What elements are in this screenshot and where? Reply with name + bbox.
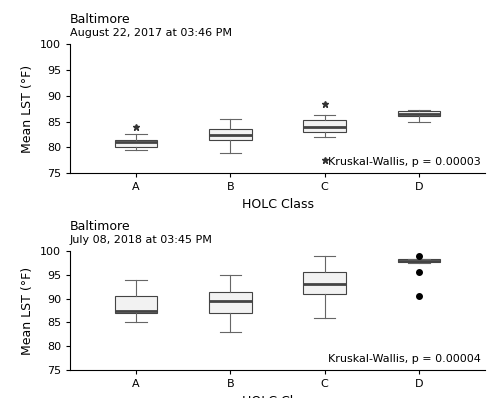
PathPatch shape [398, 111, 440, 116]
Text: August 22, 2017 at 03:46 PM: August 22, 2017 at 03:46 PM [70, 28, 232, 38]
PathPatch shape [304, 120, 346, 132]
PathPatch shape [398, 259, 440, 261]
Y-axis label: Mean LST (°F): Mean LST (°F) [22, 267, 35, 355]
PathPatch shape [115, 296, 157, 313]
Text: July 08, 2018 at 03:45 PM: July 08, 2018 at 03:45 PM [70, 235, 213, 245]
X-axis label: HOLC Class: HOLC Class [242, 395, 314, 398]
Text: Kruskal-Wallis, p = 0.00004: Kruskal-Wallis, p = 0.00004 [328, 354, 481, 364]
PathPatch shape [115, 140, 157, 147]
PathPatch shape [209, 129, 252, 140]
X-axis label: HOLC Class: HOLC Class [242, 198, 314, 211]
Text: Baltimore: Baltimore [70, 13, 130, 26]
Text: Kruskal-Wallis, p = 0.00003: Kruskal-Wallis, p = 0.00003 [328, 157, 481, 167]
Y-axis label: Mean LST (°F): Mean LST (°F) [22, 64, 35, 153]
PathPatch shape [209, 291, 252, 313]
Text: Baltimore: Baltimore [70, 220, 130, 233]
PathPatch shape [304, 273, 346, 294]
